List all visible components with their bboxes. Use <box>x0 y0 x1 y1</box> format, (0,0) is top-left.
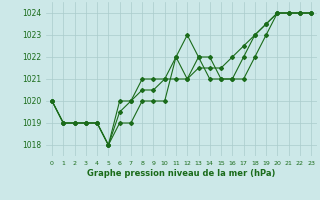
X-axis label: Graphe pression niveau de la mer (hPa): Graphe pression niveau de la mer (hPa) <box>87 169 276 178</box>
